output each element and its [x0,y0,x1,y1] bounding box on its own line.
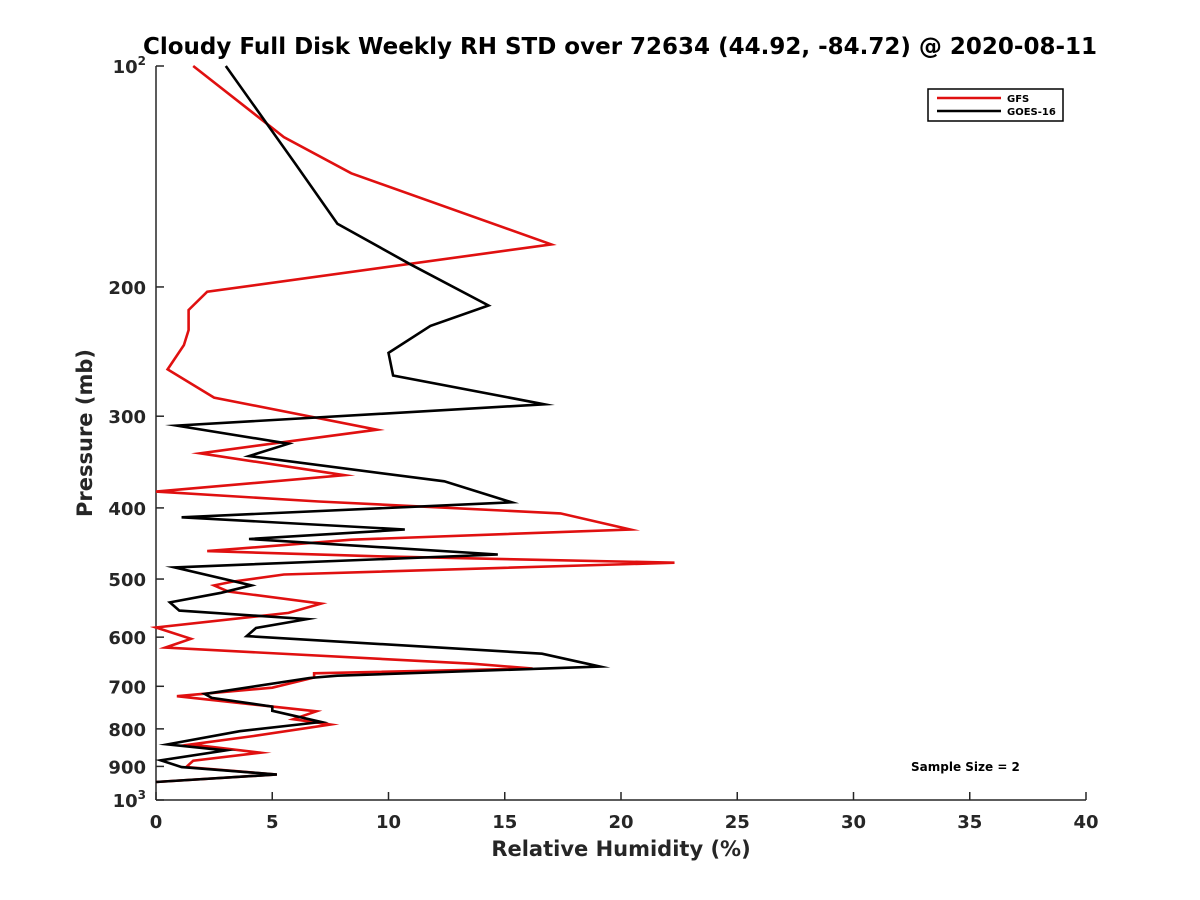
x-tick-label: 0 [150,812,163,833]
y-tick-label: 700 [108,677,146,698]
y-tick-label: 900 [108,757,146,778]
y-tick-label: 400 [108,499,146,520]
y-axis-label: Pressure (mb) [73,349,97,517]
y-tick-label: 200 [108,278,146,299]
x-axis-label: Relative Humidity (%) [491,837,750,861]
legend-box [927,88,1064,122]
x-tick-label: 40 [1073,812,1098,833]
y-tick-base: 10 [113,791,138,812]
x-tick-label: 10 [376,812,401,833]
y-tick-label: 103 [113,788,146,812]
y-tick-base: 10 [113,57,138,78]
sample-size-annotation: Sample Size = 2 [911,760,1020,774]
series-line-goes16 [155,65,611,784]
x-tick-label: 35 [957,812,982,833]
legend-label-gfs: GFS [1007,94,1029,105]
y-tick-label: 800 [108,720,146,741]
series-layer [149,64,675,784]
legend-label-goes16: GOES-16 [1007,107,1056,118]
x-tick-label: 15 [492,812,517,833]
y-tick-label: 500 [108,570,146,591]
y-tick-exponent: 3 [138,788,146,802]
legend: GFS GOES-16 [927,88,1064,122]
chart-title: Cloudy Full Disk Weekly RH STD over 7263… [143,34,1097,60]
y-tick-label: 102 [113,54,146,78]
x-tick-label: 5 [266,812,279,833]
y-tick-label: 600 [108,628,146,649]
x-tick-label: 30 [841,812,866,833]
y-tick-label: 300 [108,407,146,428]
y-tick-exponent: 2 [138,54,146,68]
x-tick-label: 20 [608,812,633,833]
series-line-gfs [149,64,675,784]
x-ticks: 0 5 10 15 20 25 30 35 40 [150,792,1099,833]
x-tick-label: 25 [725,812,750,833]
